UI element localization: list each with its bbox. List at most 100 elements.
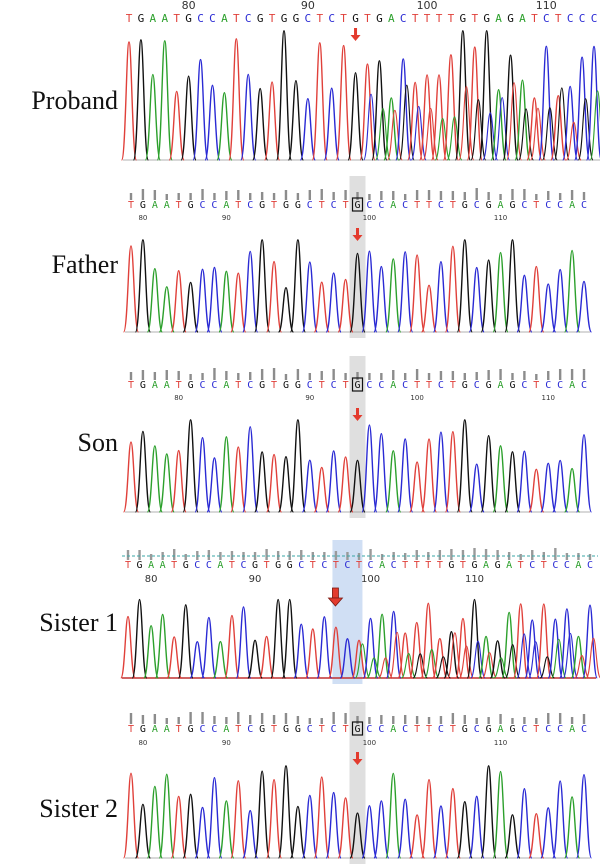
trace-peak: [337, 797, 354, 859]
trace-peak: [480, 765, 497, 859]
base-call: A: [390, 380, 396, 391]
trace-peak: [194, 437, 211, 513]
base-call: G: [354, 200, 360, 211]
base-call: A: [161, 12, 168, 25]
trace-peak: [263, 81, 281, 161]
base-call: G: [462, 380, 468, 391]
variant-highlight: [349, 356, 366, 518]
quality-bar: [463, 192, 466, 200]
base-call: T: [128, 200, 134, 211]
secondary-peak: [386, 109, 403, 161]
trace-peak: [293, 623, 310, 679]
quality-bar: [511, 373, 514, 380]
trace-peak: [216, 91, 233, 161]
base-call: T: [436, 12, 443, 25]
panel-label: Father: [51, 250, 118, 279]
trace-peak: [540, 462, 557, 513]
quality-bar: [523, 371, 526, 380]
base-call: T: [269, 12, 276, 25]
trace-peak: [385, 610, 402, 679]
quality-bar: [141, 189, 145, 200]
trace-peak: [371, 60, 388, 161]
base-call: G: [259, 200, 265, 211]
base-call: C: [307, 380, 313, 391]
trace-peak: [526, 97, 543, 161]
panel-label: Sister 2: [39, 794, 118, 823]
trace-peak: [277, 765, 295, 859]
base-call: A: [569, 724, 575, 735]
quality-bar: [487, 370, 490, 380]
secondary-peak: [482, 112, 499, 161]
trace-peak: [442, 54, 460, 161]
trace-peak: [313, 281, 330, 333]
position-label: 110: [542, 394, 555, 402]
base-call: A: [390, 724, 396, 735]
trace-peak: [564, 796, 581, 859]
trace-peak: [528, 468, 545, 513]
base-call: C: [378, 724, 384, 735]
quality-bar: [320, 371, 323, 380]
quality-bar: [496, 550, 499, 560]
trace-peak: [254, 451, 271, 513]
quality-bar: [499, 194, 502, 200]
base-call: G: [293, 12, 300, 25]
base-call: G: [462, 200, 468, 211]
quality-bar: [523, 717, 526, 724]
secondary-peak: [551, 638, 567, 679]
quality-bar: [308, 373, 312, 380]
base-call: A: [498, 724, 504, 735]
base-call: T: [471, 12, 478, 25]
variant-box: [351, 197, 364, 212]
base-call: T: [412, 12, 419, 25]
position-label: 110: [536, 0, 557, 12]
base-call: A: [150, 12, 157, 25]
position-label: 100: [363, 214, 376, 222]
base-call: C: [591, 12, 598, 25]
trace-peak: [201, 616, 217, 679]
base-call: T: [364, 12, 371, 25]
quality-bar: [189, 193, 192, 200]
trace-peak: [492, 251, 509, 333]
trace-peak: [466, 46, 483, 161]
secondary-peak: [447, 632, 463, 679]
base-call: C: [581, 724, 587, 735]
trace-peak: [397, 798, 414, 859]
base-call: A: [152, 200, 158, 211]
position-label: 90: [249, 574, 262, 585]
trace-peak: [254, 770, 271, 859]
secondary-peak: [400, 652, 417, 679]
quality-bar: [300, 550, 303, 560]
base-call: T: [176, 200, 182, 211]
trace-peak: [289, 239, 306, 333]
base-call: C: [247, 380, 253, 391]
base-call: C: [545, 724, 551, 735]
trace-peak: [480, 434, 497, 513]
base-call: A: [221, 12, 228, 25]
base-call: C: [247, 724, 253, 735]
base-call: T: [437, 560, 443, 571]
base-call: T: [425, 560, 431, 571]
trace-peak: [468, 795, 485, 859]
quality-bar: [213, 368, 216, 380]
trace-peak: [204, 84, 221, 161]
base-call: T: [424, 12, 431, 25]
trace-peak: [258, 635, 275, 679]
quality-bar: [356, 192, 359, 200]
trace-peak: [397, 632, 414, 679]
quality-bar: [403, 715, 407, 724]
trace-peak: [540, 283, 557, 333]
position-label: 90: [301, 0, 315, 12]
quality-bar: [225, 717, 228, 724]
trace-peak: [230, 446, 247, 513]
trace-peak: [420, 779, 438, 859]
base-call: G: [283, 200, 289, 211]
base-call: T: [125, 560, 131, 571]
quality-bar: [535, 194, 538, 200]
quality-bar: [207, 550, 211, 560]
trace-peak: [361, 424, 378, 513]
secondary-peak: [412, 653, 428, 679]
trace-peak: [418, 74, 436, 161]
quality-bar: [177, 717, 180, 724]
